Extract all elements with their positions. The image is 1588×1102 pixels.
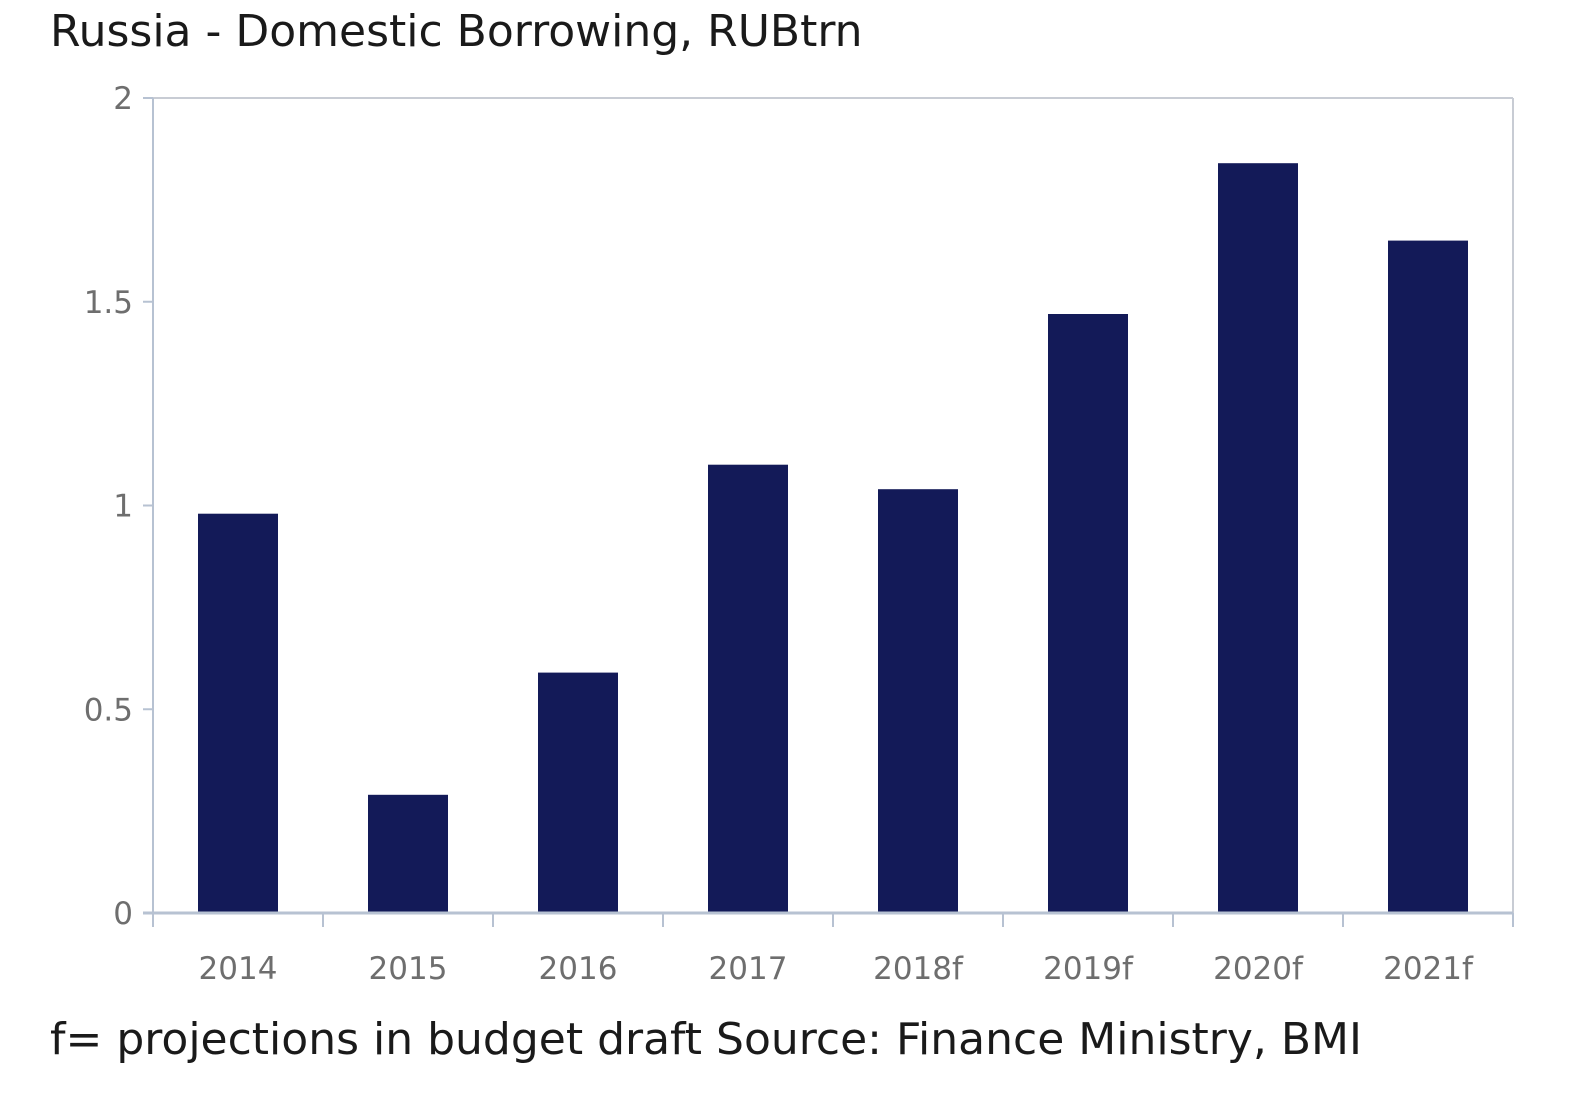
bar-2020f	[1218, 163, 1298, 913]
x-tick-label: 2014	[199, 951, 278, 987]
bar-2019f	[1048, 314, 1128, 913]
y-tick-label: 1.5	[84, 285, 133, 321]
chart-title: Russia - Domestic Borrowing, RUBtrn	[50, 6, 863, 57]
x-tick-label: 2020f	[1213, 951, 1304, 987]
y-tick-label: 0.5	[84, 692, 133, 728]
x-tick-label: 2019f	[1043, 951, 1134, 987]
x-tick-label: 2016	[539, 951, 618, 987]
bar-2021f	[1388, 240, 1468, 914]
bar-chart: 0 0.5 1 1.5 2 2014 2015 2016 2017 2018f 2019f 2020f…	[84, 81, 1514, 987]
y-tick-label: 2	[113, 81, 133, 117]
bar-2017	[708, 464, 788, 913]
x-tick-label: 2017	[709, 951, 788, 987]
bar-2015	[368, 794, 448, 913]
bar-2014	[198, 513, 278, 913]
bar-2016	[538, 672, 618, 913]
x-tick-label: 2015	[369, 951, 448, 987]
x-tick-label: 2021f	[1383, 951, 1474, 987]
chart-footnote: f= projections in budget draft Source: F…	[50, 1014, 1362, 1065]
x-tick-label: 2018f	[873, 951, 964, 987]
y-tick-label: 0	[113, 896, 133, 932]
bar-2018f	[878, 489, 958, 913]
y-tick-label: 1	[113, 489, 133, 525]
